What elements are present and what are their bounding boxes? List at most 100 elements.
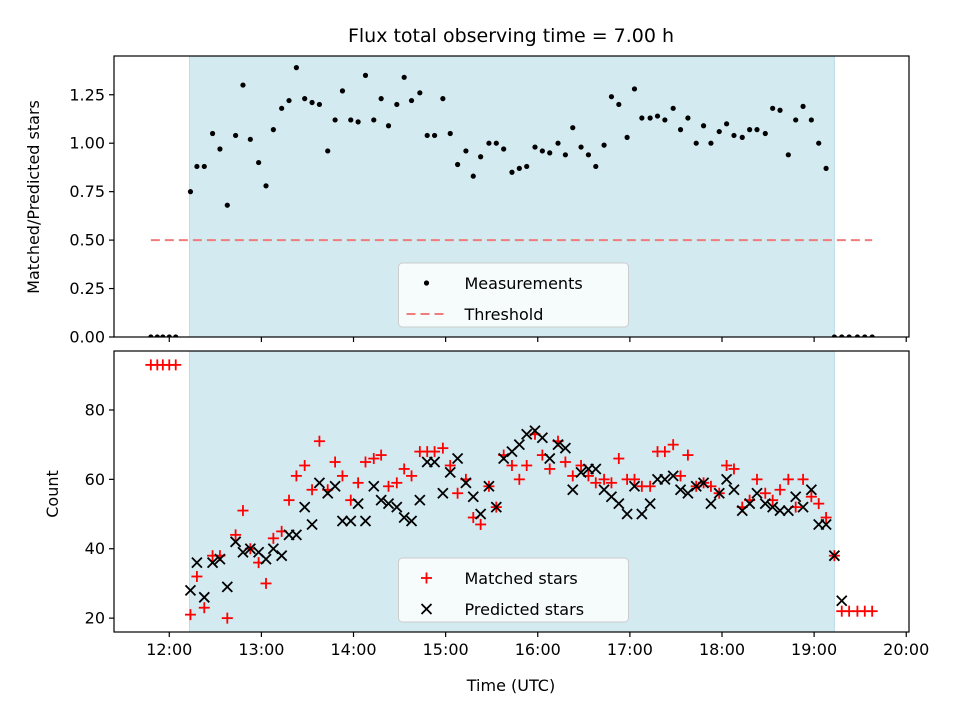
predicted-star-point	[329, 480, 341, 492]
predicted-star-mark-b	[276, 550, 288, 562]
y-tick-label: 40	[85, 539, 105, 558]
matched-star-point	[751, 473, 763, 485]
predicted-star-mark-b	[244, 543, 256, 555]
predicted-star-point	[467, 491, 479, 503]
x-tick-label: 16:00	[515, 640, 561, 659]
predicted-star-mark-b	[713, 487, 725, 499]
matched-star-point	[628, 473, 640, 485]
predicted-star-mark-b	[237, 546, 249, 558]
predicted-star-mark-b	[613, 498, 625, 510]
predicted-star-mark-b	[444, 466, 456, 479]
measurement-point	[785, 152, 791, 158]
matched-star-point	[313, 435, 325, 447]
predicted-star-mark-b	[299, 501, 311, 513]
measurement-point	[470, 173, 476, 179]
matched-star-point	[375, 449, 387, 461]
predicted-star-mark-b	[329, 480, 341, 492]
predicted-star-point	[184, 584, 197, 597]
measurement-point	[224, 202, 230, 208]
measurement-point	[455, 161, 461, 168]
measurement-point	[547, 150, 553, 156]
predicted-star-point	[567, 484, 579, 496]
top-y-axis-label: Matched/Predicted stars	[24, 100, 43, 294]
legend-marker-measurements	[423, 280, 430, 286]
predicted-star-mark-b	[513, 439, 525, 451]
chart-title: Flux total observing time = 7.00 h	[348, 25, 674, 47]
matched-star-point	[820, 512, 832, 524]
predicted-star-mark-b	[598, 484, 610, 496]
predicted-star-mark-b	[405, 515, 418, 527]
measurement-point	[194, 163, 200, 170]
predicted-star-point	[290, 529, 303, 541]
matched-star-point	[336, 470, 348, 482]
matched-star-point	[299, 459, 311, 471]
predicted-star-point	[797, 501, 809, 513]
predicted-star-point	[398, 511, 410, 524]
matched-star-point	[437, 442, 449, 454]
predicted-star-mark-b	[674, 484, 687, 496]
predicted-star-point	[728, 484, 740, 496]
matched-star-point	[230, 529, 242, 541]
predicted-star-point	[536, 432, 548, 444]
y-tick-label: 1.00	[69, 134, 105, 153]
matched-star-point	[728, 463, 740, 475]
predicted-star-point	[267, 543, 280, 555]
measurement-point	[685, 115, 691, 121]
measurement-point	[631, 86, 638, 92]
x-axis-label: Time (UTC)	[466, 676, 555, 695]
predicted-star-mark-b	[490, 501, 502, 513]
x-tick-label: 14:00	[330, 640, 376, 659]
measurement-point	[747, 127, 753, 133]
matched-star-point	[590, 477, 602, 489]
x-tick-label: 13:00	[238, 640, 284, 659]
predicted-star-point	[498, 452, 510, 465]
y-tick-label: 20	[85, 609, 105, 628]
predicted-star-mark-b	[382, 498, 395, 510]
measurement-point	[831, 334, 837, 337]
predicted-star-mark-b	[797, 501, 809, 513]
predicted-star-mark-b	[767, 501, 779, 513]
matched-star-point	[290, 470, 302, 482]
legend-label: Matched stars	[465, 569, 578, 588]
matched-star-point	[198, 602, 210, 614]
measurement-point	[716, 128, 722, 135]
predicted-star-point	[513, 439, 525, 451]
measurement-point	[309, 99, 315, 106]
predicted-star-point	[759, 498, 771, 510]
predicted-star-point	[299, 501, 311, 513]
predicted-star-mark-b	[720, 473, 733, 485]
predicted-star-point	[613, 498, 625, 510]
predicted-star-point	[690, 480, 702, 492]
measurement-point	[793, 117, 799, 123]
measurement-point	[240, 82, 246, 88]
measurement-point	[608, 94, 615, 100]
x-tick-label: 17:00	[607, 640, 653, 659]
matched-star-point	[452, 487, 464, 499]
x-tick-label: 20:00	[883, 640, 929, 659]
measurement-point	[160, 334, 166, 337]
predicted-star-point	[405, 515, 418, 527]
predicted-star-point	[475, 508, 487, 520]
measurement-point	[302, 96, 308, 102]
predicted-star-point	[229, 536, 242, 548]
measurement-point	[424, 132, 430, 139]
y-tick-label: 1.25	[69, 85, 105, 104]
measurement-point	[385, 123, 392, 129]
predicted-star-point	[621, 508, 633, 520]
predicted-star-point	[705, 498, 717, 510]
predicted-star-mark-b	[467, 491, 479, 503]
predicted-star-mark-b	[828, 550, 841, 562]
predicted-star-point	[221, 581, 233, 593]
measurement-point	[478, 154, 484, 160]
measurement-point	[869, 334, 875, 337]
matched-star-point	[805, 491, 817, 503]
predicted-star-mark-b	[544, 452, 556, 465]
legend-label: Threshold	[464, 305, 544, 324]
y-tick-label: 80	[85, 400, 105, 419]
measurement-point	[524, 163, 530, 170]
measurement-point	[662, 117, 668, 123]
predicted-star-mark-b	[751, 487, 763, 499]
matched-star-point	[813, 498, 825, 510]
predicted-star-mark-b	[313, 477, 326, 489]
